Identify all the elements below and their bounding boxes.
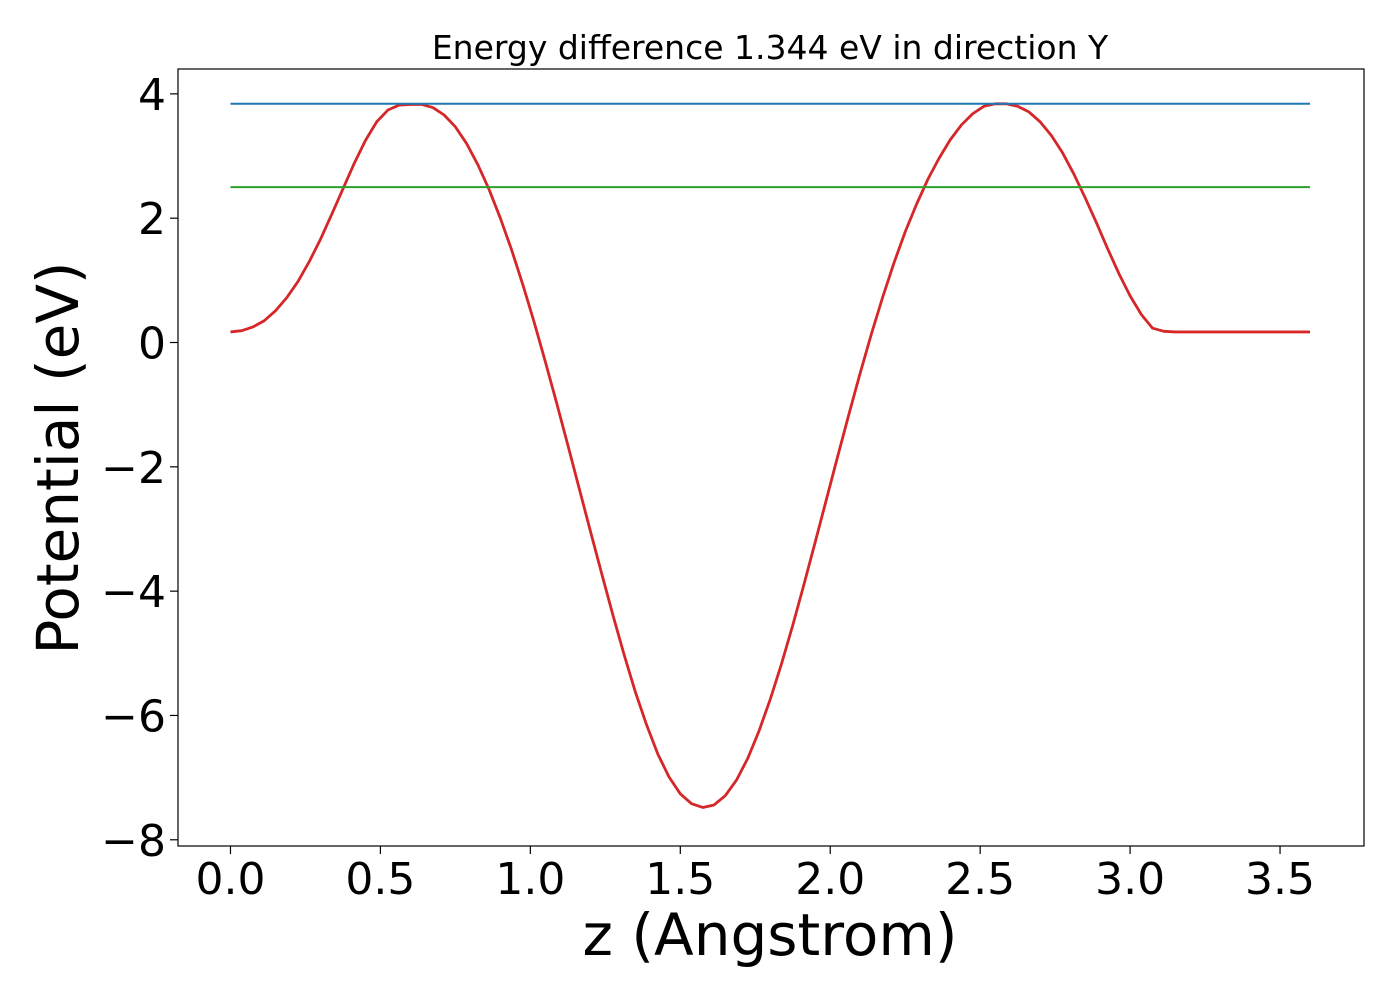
y-tick-label: −2	[101, 443, 166, 494]
y-tick-label: 4	[138, 70, 166, 121]
y-axis-ticks: 4 2 0 −2 −4 −6 −8	[101, 70, 178, 867]
x-axis-label: z (Angstrom)	[583, 901, 958, 969]
y-tick-label: 0	[138, 319, 166, 370]
x-tick-label: 2.5	[945, 854, 1015, 905]
x-tick-label: 3.0	[1095, 854, 1165, 905]
x-tick-label: 1.5	[645, 854, 715, 905]
x-axis-ticks: 0.0 0.5 1.0 1.5 2.0 2.5 3.0 3.5	[195, 846, 1315, 905]
plot-area	[230, 102, 1311, 809]
x-tick-label: 0.0	[195, 854, 265, 905]
x-tick-label: 3.5	[1245, 854, 1315, 905]
y-tick-label: 2	[138, 194, 166, 245]
axes-frame	[177, 68, 1365, 847]
x-tick-label: 0.5	[345, 854, 415, 905]
x-tick-label: 2.0	[795, 854, 865, 905]
x-tick-label: 1.0	[495, 854, 565, 905]
chart-title: Energy difference 1.344 eV in direction …	[432, 28, 1109, 67]
y-axis-label: Potential (eV)	[24, 261, 92, 654]
y-tick-label: −6	[101, 691, 166, 742]
y-tick-label: −4	[101, 567, 166, 618]
y-tick-label: −8	[101, 816, 166, 867]
